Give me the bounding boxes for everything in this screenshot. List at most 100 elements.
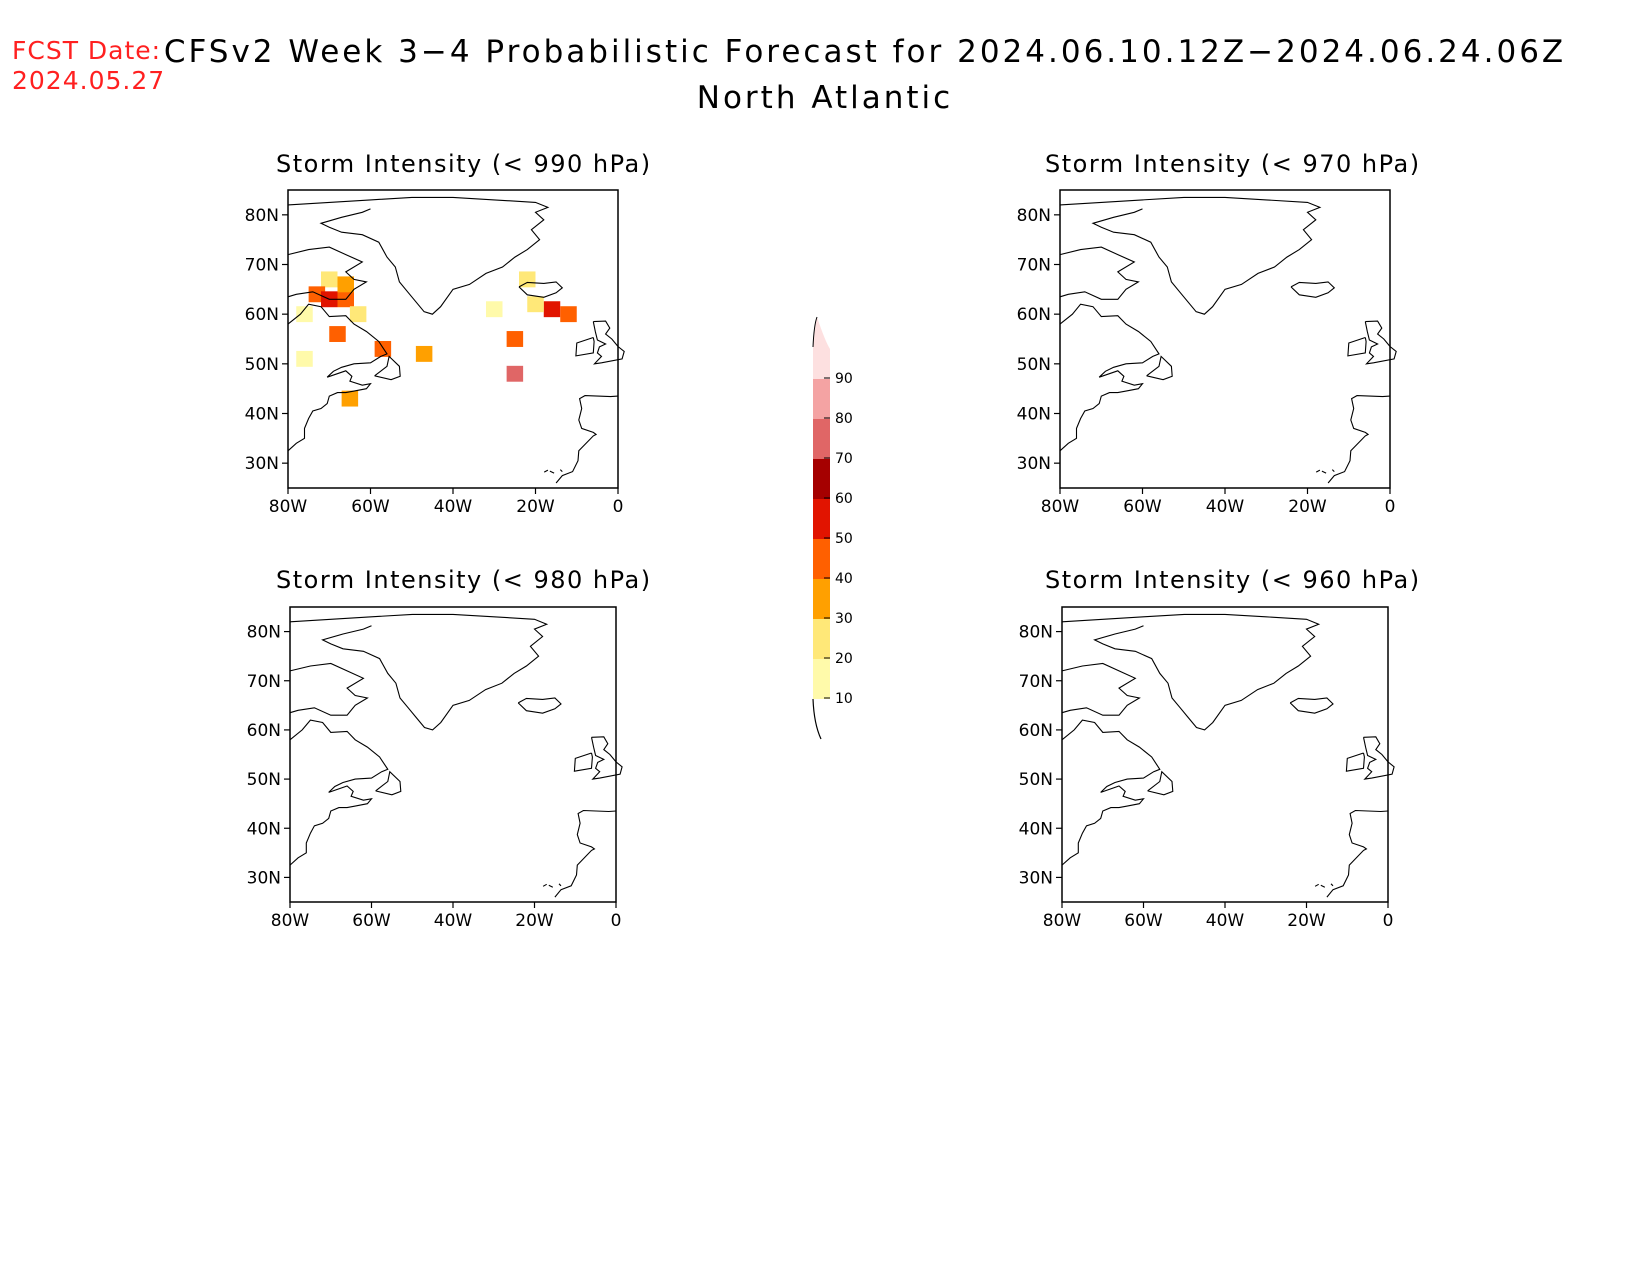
lat-tick-label: 70N — [245, 256, 279, 276]
probability-cell — [374, 340, 392, 357]
coastline — [1321, 470, 1327, 474]
coastline — [287, 303, 388, 452]
lon-tick-label: 0 — [611, 911, 622, 931]
lon-tick-label: 0 — [1385, 497, 1396, 517]
forecast-date-value: 2024.05.27 — [12, 66, 166, 95]
coastline — [517, 697, 562, 714]
probability-cell — [506, 365, 524, 382]
coastline — [1061, 719, 1161, 866]
coastline — [1345, 752, 1365, 772]
coastline — [542, 883, 547, 887]
lon-tick-label: 80W — [269, 497, 308, 517]
coastline — [289, 613, 549, 731]
lat-tick-label: 30N — [1019, 868, 1053, 888]
coastline — [554, 809, 617, 898]
colorbar-label: 60 — [835, 491, 853, 507]
coastline — [1059, 196, 1322, 315]
lat-tick-label: 30N — [247, 868, 281, 888]
coastline — [590, 736, 623, 780]
lat-tick-label: 50N — [245, 355, 279, 375]
probability-cell — [341, 390, 359, 407]
map-frame — [289, 606, 617, 903]
colorbar-label: 70 — [835, 451, 853, 467]
colorbar-label: 50 — [835, 531, 853, 547]
colorbar-segment — [813, 619, 830, 659]
probability-cell — [296, 306, 313, 323]
lon-tick-label: 0 — [1383, 911, 1394, 931]
coastline — [1364, 320, 1397, 365]
coastline — [1330, 883, 1334, 887]
lat-tick-label: 40N — [1017, 405, 1051, 425]
lat-tick-label: 60N — [1017, 305, 1051, 325]
coastline — [543, 469, 549, 473]
coastline — [289, 662, 369, 716]
lat-tick-label: 30N — [1017, 454, 1051, 474]
colorbar-label: 40 — [835, 571, 853, 587]
lat-tick-label: 80N — [247, 623, 281, 643]
coastline — [559, 469, 563, 472]
lat-tick-label: 60N — [247, 721, 281, 741]
map-panel-980: 80N 70N 60N 50N 40N 30N 80W 60W 40W 20W 0 — [247, 606, 623, 931]
lon-tick-label: 40W — [434, 911, 473, 931]
coastline — [1061, 662, 1141, 716]
coastline — [575, 336, 595, 357]
map-frame — [1059, 189, 1391, 489]
coastline — [1320, 884, 1326, 888]
map-panel-970: 80N 70N 60N 50N 40N 30N 80W 60W 40W 20W 0 — [1017, 189, 1397, 517]
colorbar-segment — [813, 579, 830, 619]
probability-cell — [337, 276, 354, 293]
coastline — [1290, 281, 1336, 298]
colorbar-top-outline — [812, 316, 818, 348]
colorbar-segment — [813, 379, 830, 419]
probability-cell — [296, 350, 313, 367]
coastline — [1315, 469, 1321, 473]
lat-tick-label: 50N — [1019, 770, 1053, 790]
lon-tick-label: 80W — [1043, 911, 1082, 931]
probability-cell — [486, 301, 503, 318]
coastline — [558, 883, 562, 887]
forecast-date-block: FCST Date: 2024.05.27 — [12, 36, 165, 96]
colorbar-top-triangle — [813, 317, 830, 379]
coastline — [548, 884, 554, 888]
lon-tick-label: 80W — [271, 911, 310, 931]
lat-tick-label: 40N — [1019, 819, 1053, 839]
probability-cell — [560, 306, 577, 323]
coastline — [1061, 613, 1321, 731]
lon-tick-label: 60W — [1123, 497, 1162, 517]
forecast-date-label: FCST Date: — [12, 36, 162, 65]
lat-tick-label: 70N — [1017, 256, 1051, 276]
colorbar: 10 20 30 40 50 60 70 80 90 — [812, 316, 853, 740]
lon-tick-label: 40W — [1206, 911, 1245, 931]
lat-tick-label: 80N — [1017, 206, 1051, 226]
probability-cell — [415, 345, 433, 362]
colorbar-label: 90 — [835, 371, 853, 387]
coastline — [592, 320, 625, 365]
colorbar-segment — [813, 459, 830, 499]
coastline — [374, 355, 401, 381]
coastline — [289, 719, 389, 866]
coastline — [1314, 883, 1319, 887]
lat-tick-label: 50N — [1017, 355, 1051, 375]
colorbar-segment — [813, 499, 830, 539]
colorbar-label: 20 — [835, 651, 853, 667]
colorbar-segment — [813, 539, 830, 579]
colorbar-segment — [813, 659, 830, 699]
lat-tick-label: 80N — [245, 206, 279, 226]
lat-tick-label: 80N — [1019, 623, 1053, 643]
coastline — [555, 395, 619, 484]
lon-tick-label: 20W — [515, 911, 554, 931]
lat-tick-label: 60N — [245, 305, 279, 325]
coastline — [1347, 336, 1367, 357]
probability-cell — [527, 296, 544, 313]
coastline — [287, 246, 368, 300]
coastline — [1147, 770, 1174, 796]
coastline — [1146, 355, 1173, 381]
panel-title-990: Storm Intensity (< 990 hPa) — [276, 150, 652, 178]
coastline — [573, 752, 593, 772]
lat-tick-label: 60N — [1019, 721, 1053, 741]
lon-tick-label: 60W — [351, 497, 390, 517]
colorbar-label: 10 — [835, 691, 853, 707]
lat-tick-label: 40N — [245, 405, 279, 425]
lon-tick-label: 40W — [434, 497, 473, 517]
